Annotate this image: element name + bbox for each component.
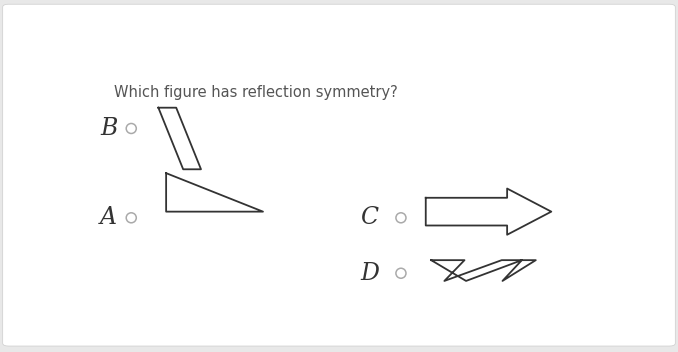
Text: B: B — [100, 117, 117, 140]
Text: A: A — [100, 206, 117, 229]
Text: Which figure has reflection symmetry?: Which figure has reflection symmetry? — [114, 84, 398, 100]
Text: D: D — [360, 262, 379, 285]
Text: C: C — [360, 206, 378, 229]
